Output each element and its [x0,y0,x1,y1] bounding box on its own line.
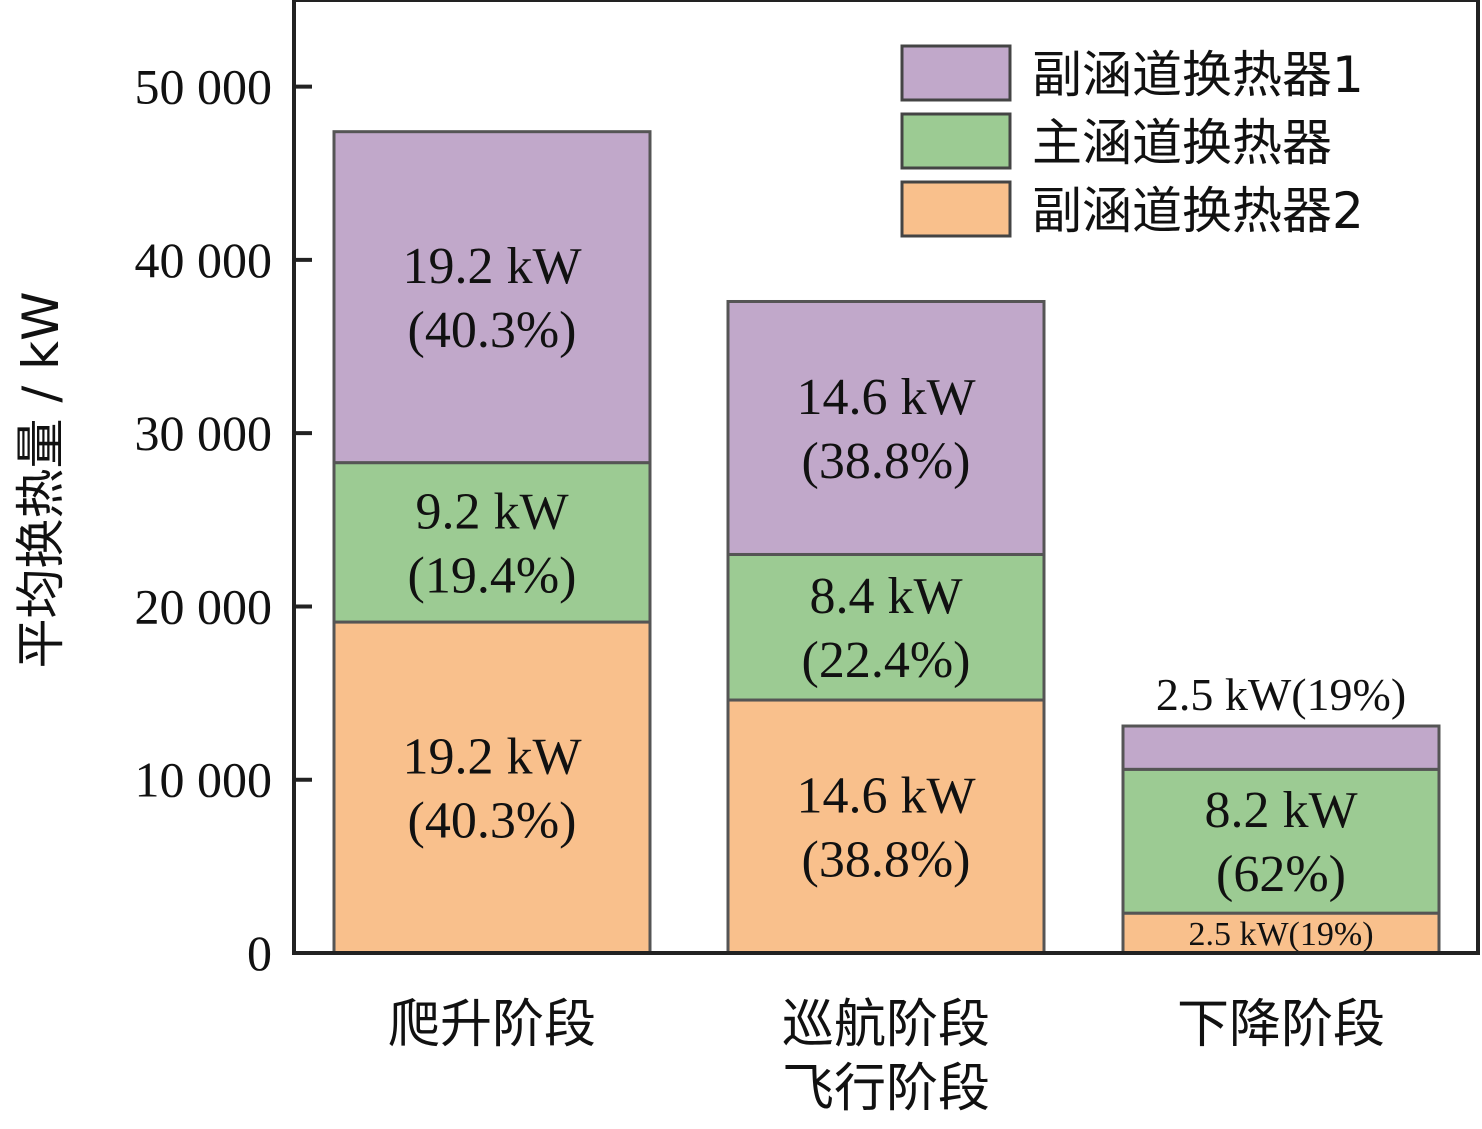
bar-segment-label: 14.6 kW [796,369,975,426]
bar-segment [332,461,652,624]
bar-segment [1121,767,1441,915]
bar-segment [332,130,652,465]
bar-segment [1121,724,1441,771]
plot-frame [292,0,1480,955]
bar-segment [726,299,1046,556]
y-tick-label: 40 000 [135,232,273,288]
bar-segment-label: 8.4 kW [809,568,962,625]
legend-swatch [900,44,1012,102]
bar-segment-label: 2.5 kW(19%) [1188,916,1373,953]
legend-label: 主涵道换热器 [1032,114,1332,172]
bar-segment-label: 8.2 kW [1204,782,1357,839]
y-tick-label: 50 000 [135,59,273,115]
bar-segment [726,698,1046,955]
legend-label: 副涵道换热器2 [1032,182,1364,240]
x-tick-label: 爬升阶段 [388,995,596,1055]
x-tick-label: 巡航阶段 [782,995,990,1055]
bar-segment-label: (38.8%) [802,433,971,490]
y-tick-label: 10 000 [135,752,273,808]
bar-segment-label: (40.3%) [408,302,577,359]
bar-segment-label: 9.2 kW [415,483,568,540]
bar-segment-label: (40.3%) [408,793,577,850]
y-tick-label: 0 [247,925,272,981]
bars-layer [332,130,1441,955]
bar-segment-label: 19.2 kW [402,729,581,786]
bar-segment [332,620,652,955]
x-tick-label: 下降阶段 [1177,995,1385,1055]
y-axis-label: 平均换热量 / kW [12,291,70,668]
y-axis: 0 10 000 20 000 30 000 40 000 50 000 [135,59,312,981]
bar-segment-label: (38.8%) [802,832,971,889]
legend-label: 副涵道换热器1 [1032,46,1364,104]
legend-swatch [900,112,1012,170]
x-tick-label: 飞行阶段 [782,1059,990,1119]
bar-segment-label: (62%) [1216,846,1346,903]
bar-segment-label: (19.4%) [408,547,577,604]
segment-labels-layer: 19.2 kW (40.3%) 9.2 kW (19.4%) 19.2 kW (40.3%… [402,238,1406,953]
y-tick-label: 20 000 [135,578,273,634]
bar-segment-label: 19.2 kW [402,238,581,295]
bar-segment [726,552,1046,702]
bar-segment-label: 2.5 kW(19%) [1156,669,1406,720]
y-tick-label: 30 000 [135,405,273,461]
bar-segment-label: (22.4%) [802,632,971,689]
legend-swatch [900,180,1012,238]
bar-segment-label: 14.6 kW [796,768,975,825]
